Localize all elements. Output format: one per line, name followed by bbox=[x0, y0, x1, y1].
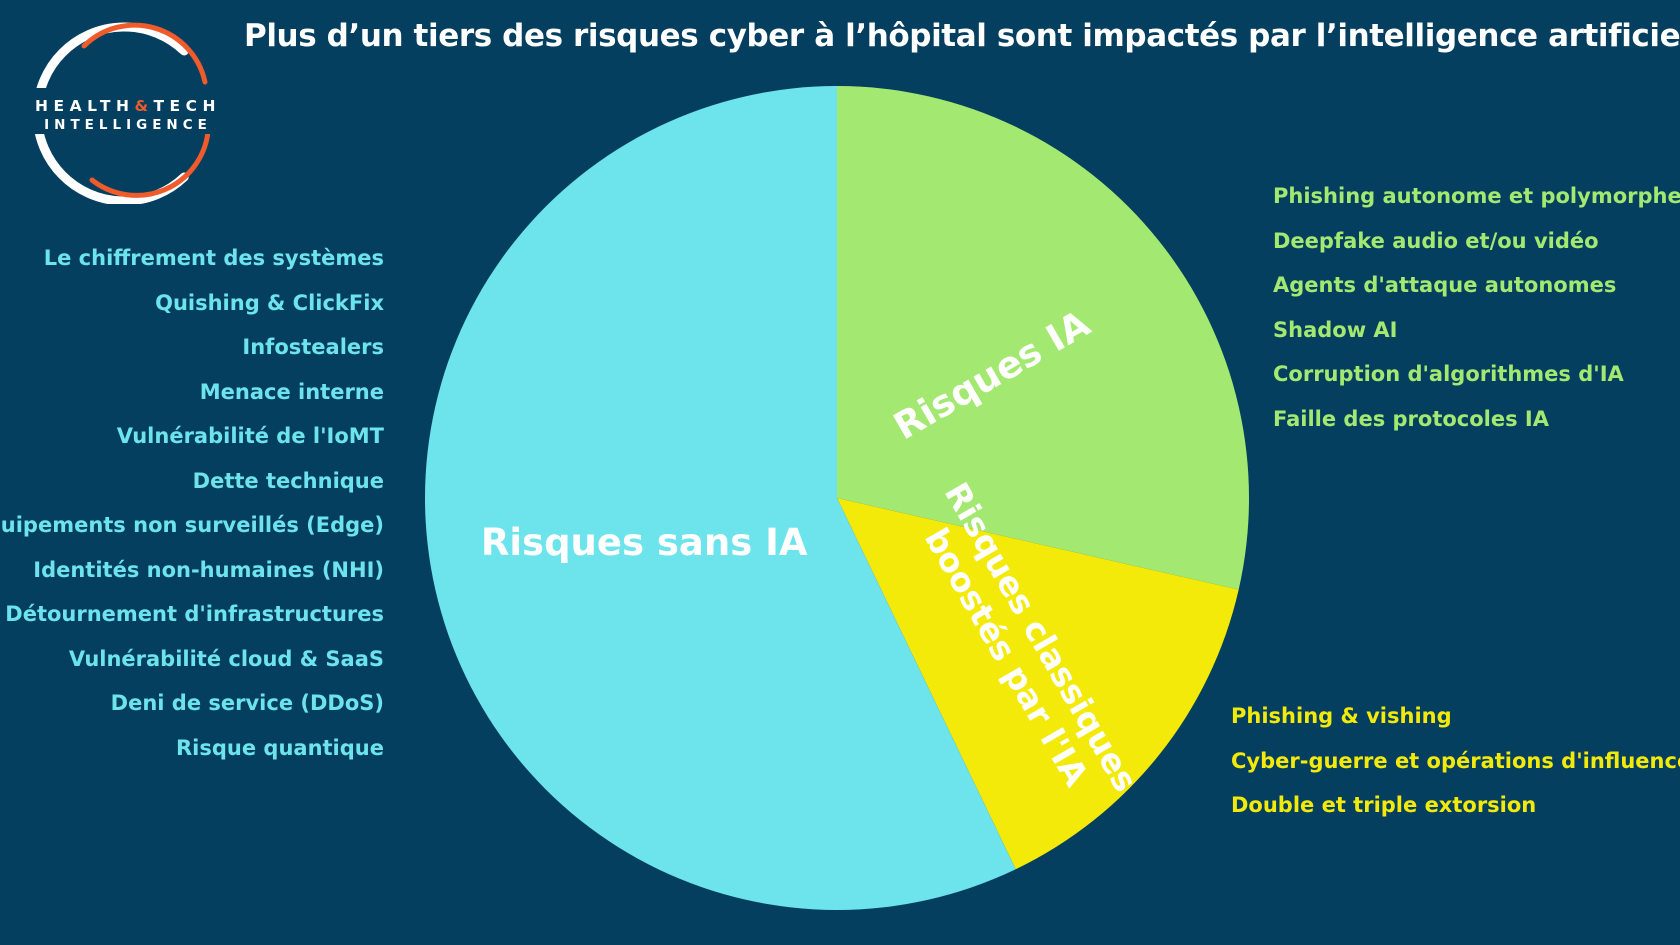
list-risques-ia: Phishing autonome et polymorphe Deepfake … bbox=[1273, 174, 1680, 441]
logo-orange-arc bbox=[81, 22, 208, 85]
risque-ia-item: Faille des protocoles IA bbox=[1273, 406, 1549, 431]
risque-sans-ia-item: Dette technique bbox=[192, 468, 384, 493]
risque-ia-item: Agents d'attaque autonomes bbox=[1273, 273, 1617, 297]
risque-sans-ia-item: Vulnérabilité cloud & SaaS bbox=[68, 646, 384, 671]
risque-sans-ia-item: Infostealers bbox=[242, 335, 384, 359]
svg-text:HEALTH&TECH: HEALTH&TECH bbox=[35, 97, 221, 115]
risque-sans-ia-item: Identités non-humaines (NHI) bbox=[33, 557, 384, 582]
risque-sans-ia-item: Menace interne bbox=[199, 379, 384, 404]
risque-booste-item: Double et triple extorsion bbox=[1231, 793, 1537, 817]
pie-slice-2 bbox=[425, 86, 1016, 910]
risque-sans-ia-item: Vulnérabilité de l'IoMT bbox=[116, 424, 384, 448]
list-risques-sans-ia: Le chiffrement des systèmes Quishing & Cl… bbox=[0, 236, 384, 770]
risque-sans-ia-item: Équipements non surveillés (Edge) bbox=[0, 513, 384, 537]
risque-sans-ia-item: Détournement d'infrastructures bbox=[5, 602, 384, 626]
risque-ia-item: Shadow AI bbox=[1273, 317, 1398, 342]
list-risques-boostes: Phishing & vishing Cyber-guerre et opérat… bbox=[1231, 694, 1680, 828]
logo-word-tech: TECH bbox=[153, 97, 221, 115]
risque-ia-item: Corruption d'algorithmes d'IA bbox=[1273, 362, 1624, 386]
logo-ampersand: & bbox=[134, 97, 153, 115]
logo-word-intelligence: INTELLIGENCE bbox=[44, 117, 212, 133]
pie-slice-0 bbox=[837, 86, 1249, 590]
logo-orange-arc-lower bbox=[89, 129, 211, 198]
risque-sans-ia-item: Le chiffrement des systèmes bbox=[43, 246, 384, 270]
risque-booste-item: Cyber-guerre et opérations d'influence bbox=[1231, 748, 1680, 773]
pie-slice-label-line: Risques sans IA bbox=[481, 521, 808, 564]
risque-booste-item: Phishing & vishing bbox=[1231, 704, 1452, 728]
page-title: Plus d’un tiers des risques cyber à l’hô… bbox=[244, 18, 1680, 54]
pie-slice-1 bbox=[837, 498, 1239, 870]
risque-sans-ia-item: Quishing & ClickFix bbox=[155, 290, 384, 315]
risque-sans-ia-item: Risque quantique bbox=[176, 735, 384, 760]
risque-sans-ia-item: Deni de service (DDoS) bbox=[110, 691, 384, 715]
logo-text-backdrop bbox=[12, 88, 244, 134]
logo-word-health: HEALTH bbox=[35, 97, 134, 115]
risque-ia-item: Deepfake audio et/ou vidéo bbox=[1273, 228, 1599, 253]
health-tech-intelligence-logo: HEALTH&TECH INTELLIGENCE bbox=[12, 22, 244, 204]
risque-ia-item: Phishing autonome et polymorphe bbox=[1273, 184, 1680, 208]
pie-slice-label-2: Risques sans IA bbox=[481, 521, 808, 564]
